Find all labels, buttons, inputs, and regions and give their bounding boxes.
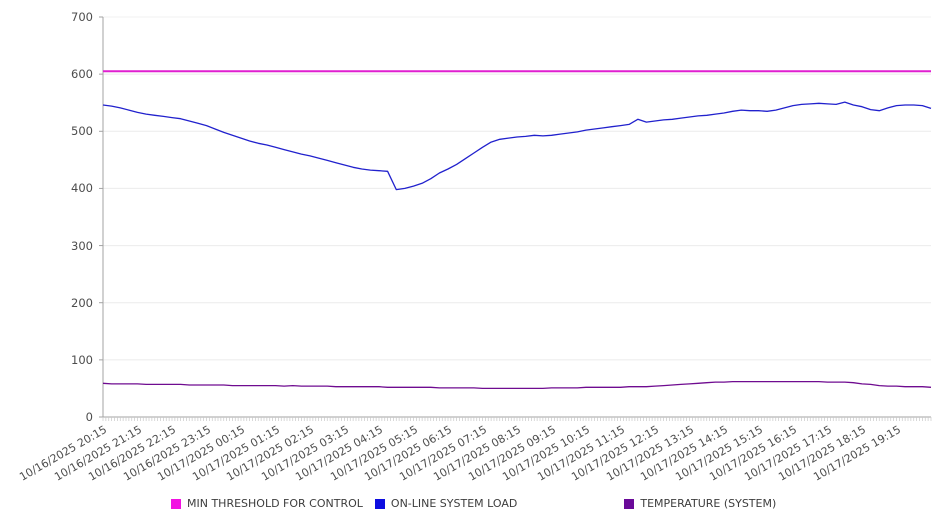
y-tick-label: 100 [71, 352, 93, 367]
legend: MIN THRESHOLD FOR CONTROL ON-LINE SYSTEM… [0, 497, 946, 510]
temperature-system-swatch-icon [624, 498, 635, 509]
series-line-2 [102, 380, 932, 390]
legend-label: ON-LINE SYSTEM LOAD [390, 497, 518, 510]
y-tick-label: 300 [71, 238, 93, 253]
y-tick-label: 700 [71, 10, 93, 24]
legend-item-temperature-system: TEMPERATURE (SYSTEM) [624, 497, 776, 510]
legend-label: TEMPERATURE (SYSTEM) [640, 497, 777, 510]
legend-label: MIN THRESHOLD FOR CONTROL [187, 497, 363, 510]
plot-area [99, 16, 932, 421]
y-tick-label: 400 [71, 181, 93, 196]
min-threshold-swatch-icon [171, 498, 181, 509]
online-system-load-swatch-icon [374, 498, 385, 509]
legend-item-online-system-load: ON-LINE SYSTEM LOAD [374, 497, 518, 510]
y-tick-label: 200 [71, 295, 93, 310]
y-tick-label: 500 [71, 124, 93, 139]
series-line-1 [102, 101, 932, 191]
y-tick-label: 0 [85, 410, 93, 424]
y-tick-label: 600 [71, 67, 93, 82]
legend-item-min-threshold: MIN THRESHOLD FOR CONTROL [171, 497, 363, 510]
